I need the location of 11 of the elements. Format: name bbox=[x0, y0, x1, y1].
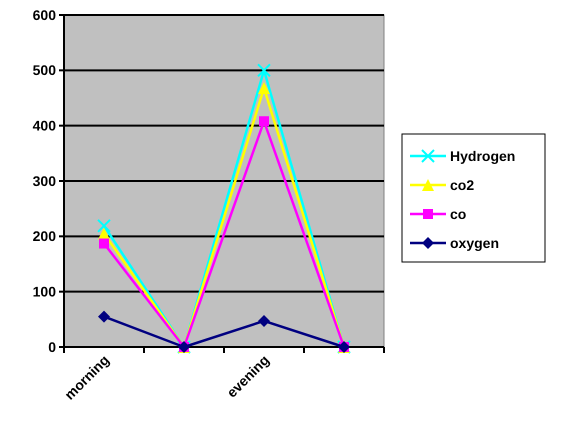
y-tick-label: 300 bbox=[32, 172, 56, 189]
legend-label: Hydrogen bbox=[450, 148, 516, 164]
legend-label: co bbox=[450, 206, 466, 222]
y-tick-label: 100 bbox=[32, 284, 56, 300]
legend-label: oxygen bbox=[450, 234, 500, 251]
y-tick-label: 400 bbox=[32, 118, 56, 134]
y-tick-label: 0 bbox=[48, 338, 56, 355]
y-tick-label: 500 bbox=[32, 62, 56, 78]
y-tick-label: 600 bbox=[32, 6, 56, 23]
y-tick-label: 200 bbox=[32, 228, 56, 244]
legend-label: co2 bbox=[450, 176, 474, 193]
